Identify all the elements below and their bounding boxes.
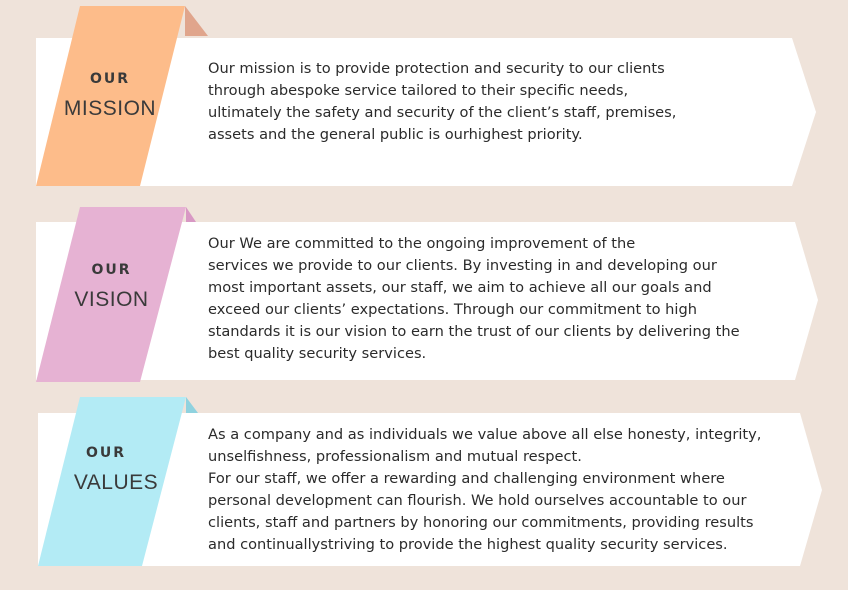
vision-label-title: VISION <box>74 288 149 311</box>
values-ribbon-fold <box>186 397 198 413</box>
mission-ribbon <box>36 6 185 186</box>
vision-card: OUR VISION Our We are committed to the o… <box>36 207 818 382</box>
values-ribbon-label: OUR VALUES <box>66 445 166 495</box>
vision-card-shape <box>36 207 818 382</box>
vision-ribbon-label: OUR VISION <box>64 262 159 312</box>
vision-ribbon <box>36 207 186 382</box>
mission-ribbon-label: OUR MISSION <box>60 71 160 121</box>
vision-ribbon-fold <box>186 207 196 222</box>
mission-text: Our mission is to provide protection and… <box>208 60 677 143</box>
mission-card-shape <box>36 6 816 186</box>
values-text: As a company and as individuals we value… <box>208 426 762 553</box>
values-label-our: OUR <box>86 445 127 461</box>
mission-label-our: OUR <box>89 71 131 87</box>
mission-card: OUR MISSION Our mission is to provide pr… <box>0 0 848 200</box>
vision-label-our: OUR <box>91 262 132 278</box>
mission-label-title: MISSION <box>63 97 157 120</box>
values-label-title: VALUES <box>73 471 159 494</box>
values-ribbon <box>38 397 186 566</box>
mission-ribbon-fold <box>185 6 208 36</box>
vision-text: Our We are committed to the ongoing impr… <box>208 235 740 362</box>
